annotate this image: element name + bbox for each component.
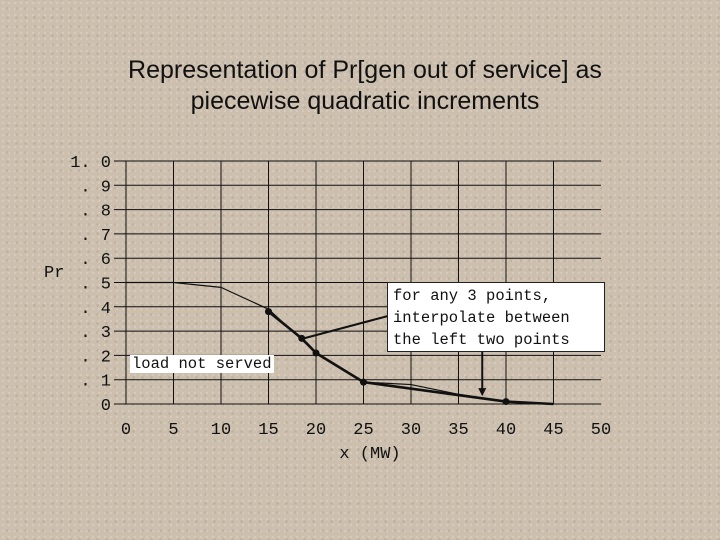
x-tick-labels: 0 5 10 15 20 25 30 35 40 45 50 xyxy=(121,421,611,440)
y-tick-label: . 5 xyxy=(80,276,111,295)
data-point xyxy=(298,334,306,342)
x-tick-label: 40 xyxy=(496,421,516,440)
annotation-arrowhead xyxy=(478,388,487,397)
x-tick-label: 50 xyxy=(591,421,611,440)
x-tick-label: 30 xyxy=(401,421,421,440)
x-tick-label: 0 xyxy=(121,421,131,440)
data-point xyxy=(265,308,272,316)
annotation-line-2: interpolate between xyxy=(393,309,570,327)
chart-title-line-1: Representation of Pr[gen out of service]… xyxy=(128,56,602,84)
x-tick-label: 10 xyxy=(211,421,231,440)
chart-title-line-2: piecewise quadratic increments xyxy=(190,87,540,115)
x-tick-label: 25 xyxy=(353,421,373,440)
data-point xyxy=(312,349,320,357)
annotation-arrows xyxy=(303,315,487,397)
y-tick-label: . 3 xyxy=(80,324,111,343)
x-tick-label: 45 xyxy=(543,421,563,440)
data-point xyxy=(502,398,510,406)
annotation-box xyxy=(387,282,605,352)
x-tick-label: 20 xyxy=(306,421,326,440)
y-tick-label: 0 xyxy=(101,397,111,416)
x-tick-label: 5 xyxy=(168,421,178,440)
x-tick-label: 35 xyxy=(448,421,468,440)
y-tick-label: 1. 0 xyxy=(70,154,111,173)
data-markers xyxy=(265,308,510,406)
series-lines xyxy=(126,281,554,406)
y-tick-label: . 1 xyxy=(80,373,111,392)
annotation-arrow-line xyxy=(303,315,389,340)
x-tick-label: 15 xyxy=(258,421,278,440)
data-point xyxy=(360,378,367,386)
y-tick-label: . 9 xyxy=(80,178,111,197)
y-tick-label: . 4 xyxy=(80,300,111,319)
y-tick-labels: 0 . 1 . 2 . 3 . 4 . 5 . 6 . 7 . 8 . 9 1. 0 xyxy=(70,154,111,416)
y-tick-label: . 2 xyxy=(80,348,111,367)
load-not-served-label: load not served xyxy=(130,355,274,373)
chart-title: Representation of Pr[gen out of service]… xyxy=(60,55,670,117)
annotation-line-1: for any 3 points, xyxy=(393,287,552,305)
y-tick-label: . 8 xyxy=(80,203,111,222)
x-axis-label: x (MW) xyxy=(339,445,400,464)
series-line-thick xyxy=(267,310,554,406)
annotation-line-3: the left two points xyxy=(393,331,570,349)
y-tick-label: . 7 xyxy=(80,227,111,246)
y-tick-label: . 6 xyxy=(80,251,111,270)
y-axis-label: Pr xyxy=(44,264,64,283)
